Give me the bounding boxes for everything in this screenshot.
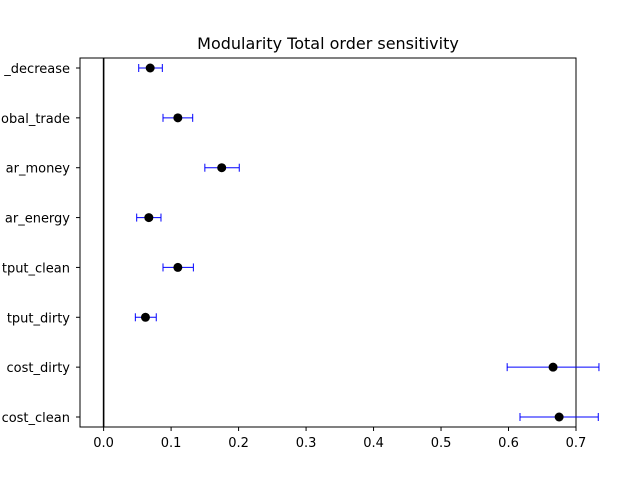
y-tick-label: ar_money (6, 162, 71, 177)
data-point (144, 213, 154, 223)
y-tick-label: ar_energy (5, 212, 70, 227)
y-tick-label: obal_trade (1, 112, 70, 127)
x-tick-label: 0.3 (296, 436, 317, 451)
x-tick-label: 0.4 (363, 436, 384, 451)
y-tick-label: _decrease (3, 62, 70, 77)
plot-frame (79, 57, 577, 428)
y-tick-label: cost_clean (2, 411, 70, 426)
x-tick-label: 0.7 (566, 436, 587, 451)
data-point (145, 63, 155, 73)
data-point (217, 163, 227, 173)
data-point (140, 312, 150, 322)
data-point (173, 262, 183, 272)
x-tick-label: 0.6 (498, 436, 519, 451)
x-tick-label: 0.5 (431, 436, 452, 451)
x-tick-label: 0.2 (228, 436, 249, 451)
data-point (173, 113, 183, 123)
x-tick-label: 0.0 (93, 436, 114, 451)
y-tick-label: cost_dirty (7, 361, 71, 376)
y-tick-label: tput_dirty (7, 311, 70, 326)
data-point (548, 362, 558, 372)
x-tick-label: 0.1 (161, 436, 182, 451)
chart-title: Modularity Total order sensitivity (197, 34, 459, 53)
data-point (554, 412, 564, 422)
plot-area: 0.0 0.1 0.2 0.3 0.4 0.5 0.6 0.7 _decrease obal_tr… (1, 57, 600, 451)
y-tick-label: tput_clean (2, 261, 70, 276)
